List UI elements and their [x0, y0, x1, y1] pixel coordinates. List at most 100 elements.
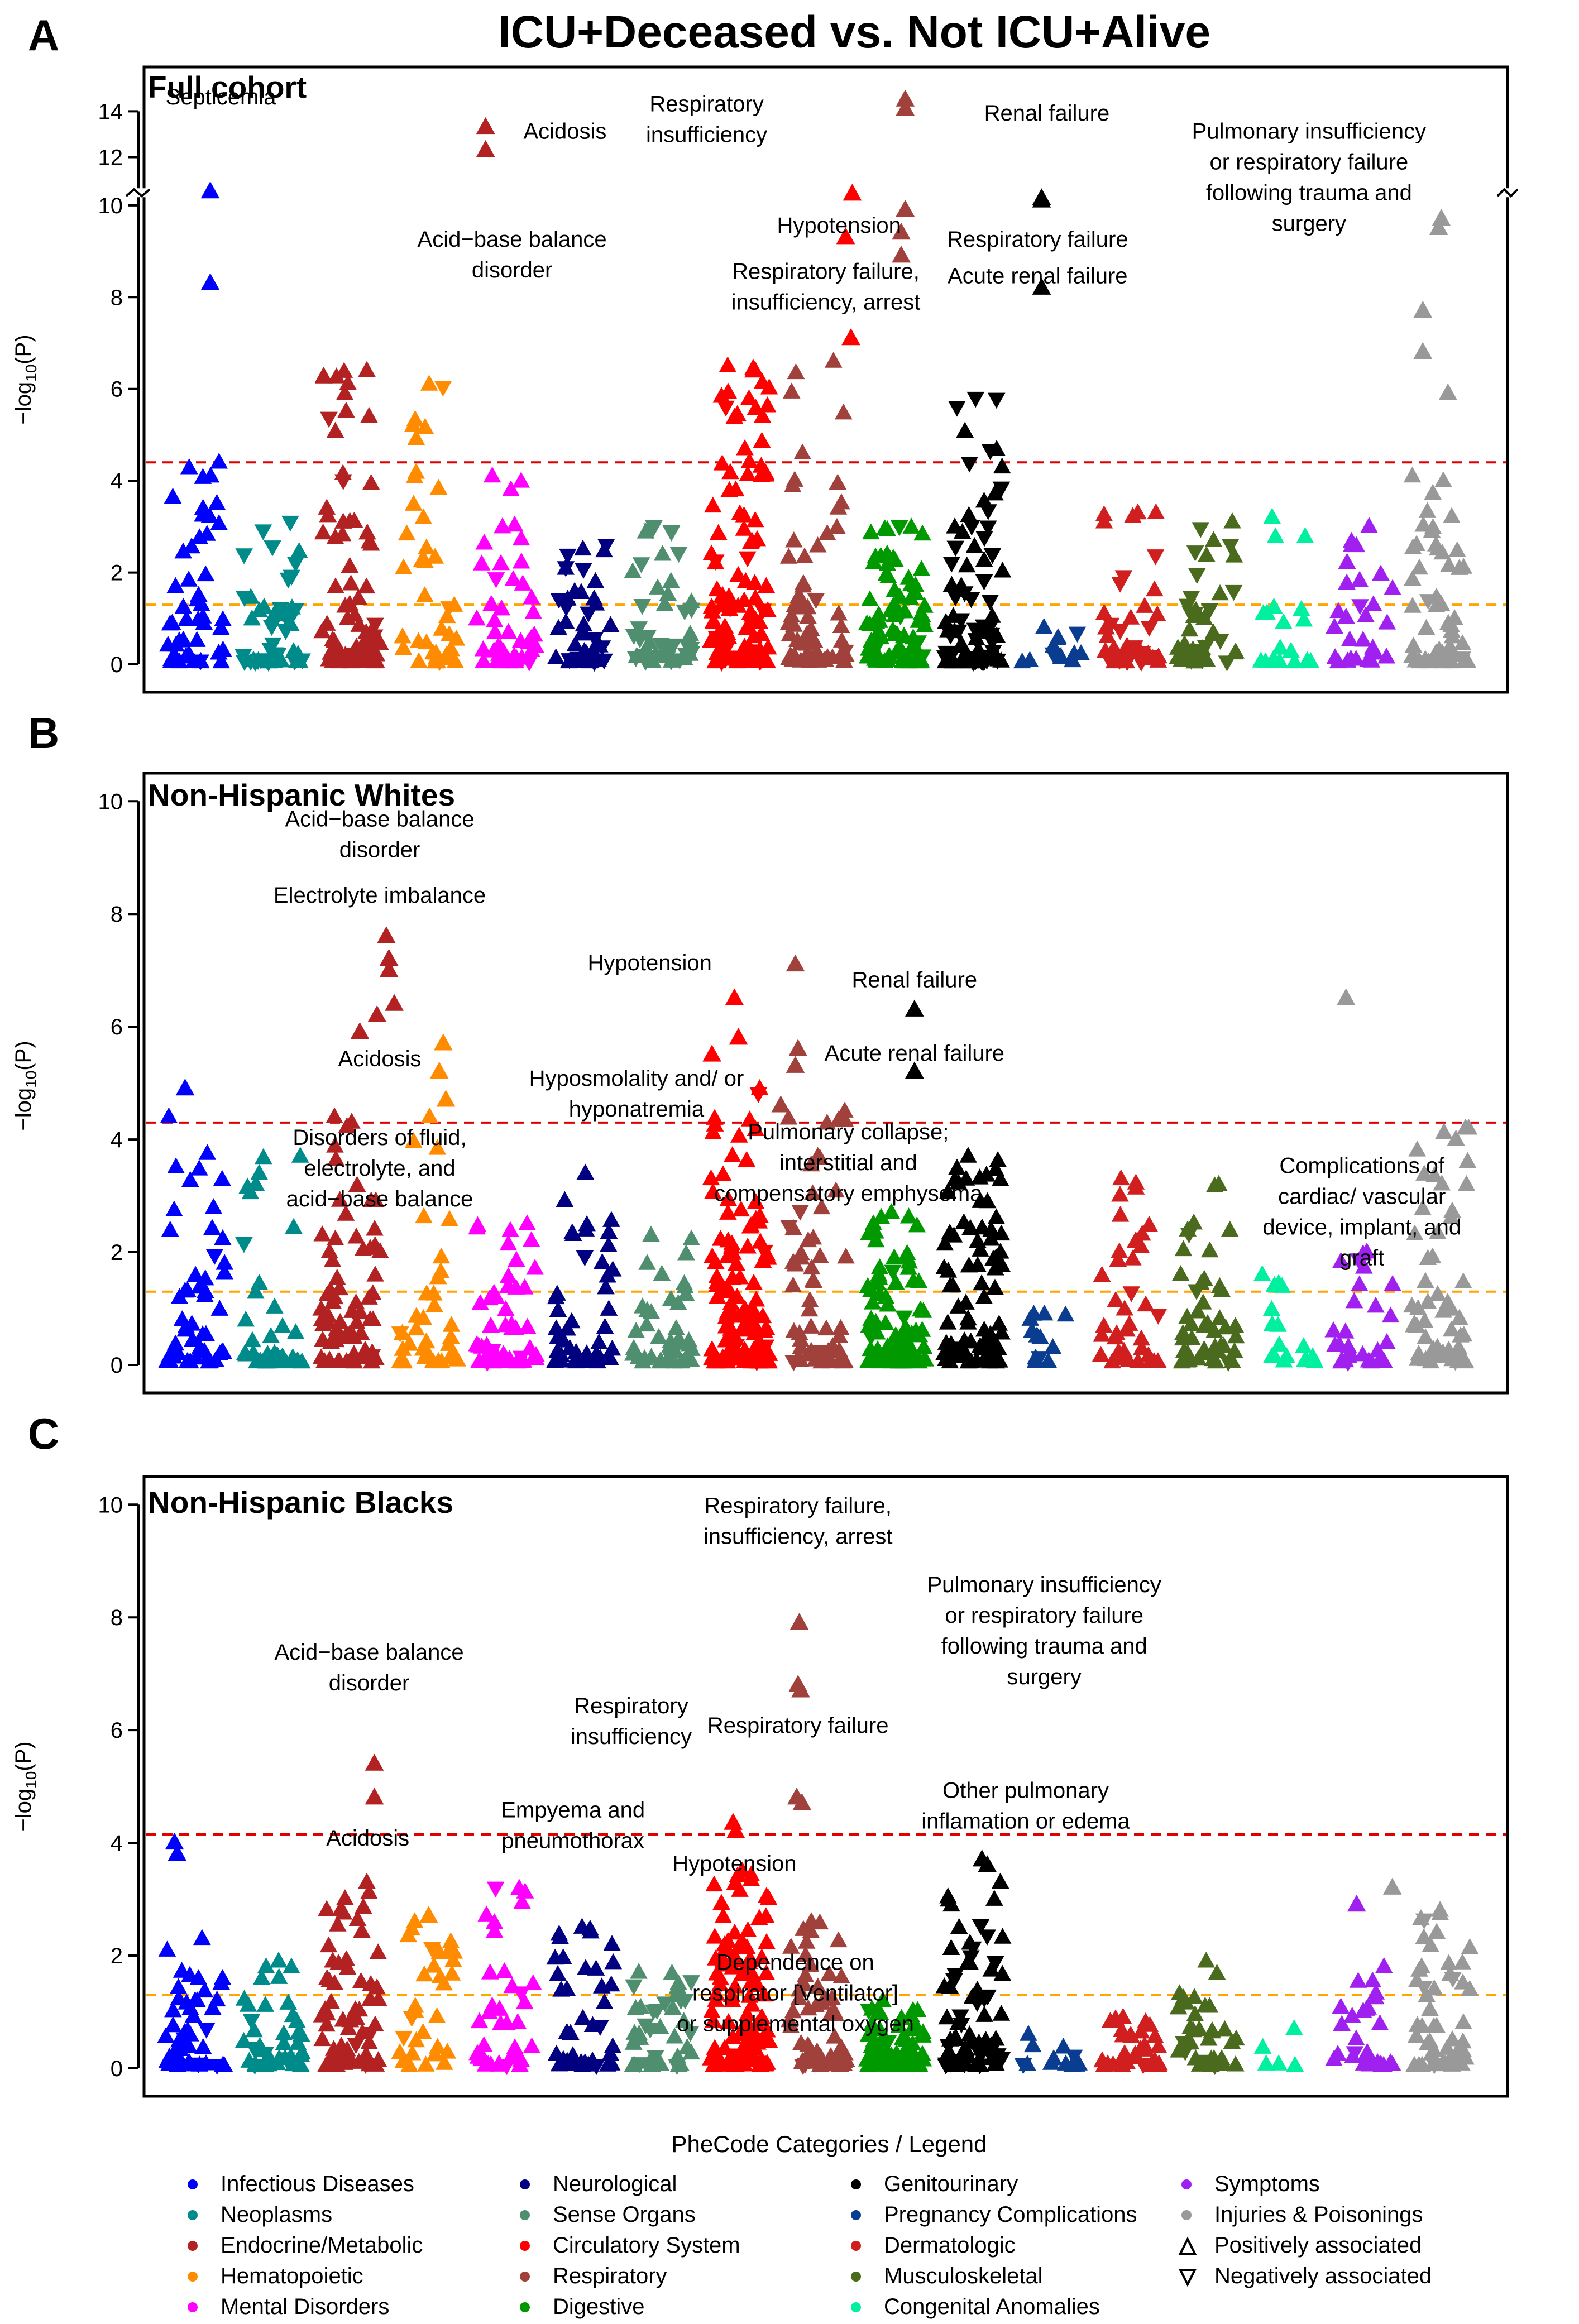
panel-a-y-axis: 0 2 4 6 8 10 12 14 — [98, 99, 1519, 677]
data-point — [549, 1301, 567, 1317]
data-point — [336, 596, 355, 613]
data-point — [1209, 1341, 1227, 1358]
data-point — [740, 452, 759, 468]
data-point — [499, 1234, 518, 1251]
data-point — [706, 554, 725, 571]
data-point — [1421, 2032, 1439, 2048]
top-hit-point — [892, 222, 911, 240]
data-point — [428, 1139, 447, 1155]
data-point — [1431, 1904, 1449, 1920]
data-point — [1351, 599, 1369, 615]
data-point — [758, 1244, 776, 1261]
data-point — [750, 1909, 768, 1925]
data-point — [735, 520, 753, 536]
data-point — [339, 374, 357, 390]
data-point — [885, 1248, 903, 1264]
data-point — [1343, 536, 1361, 552]
data-point — [1430, 640, 1448, 657]
data-point — [744, 358, 762, 375]
data-point — [1444, 646, 1462, 663]
data-point — [404, 1132, 423, 1148]
annotation-label: Acid−base balance disorder — [418, 227, 607, 282]
data-point — [1359, 650, 1377, 667]
data-point — [482, 1316, 500, 1333]
data-point — [1433, 543, 1451, 560]
data-point — [601, 2044, 620, 2061]
data-point — [1403, 466, 1422, 483]
data-point — [964, 1941, 982, 1958]
data-point — [276, 1352, 295, 1369]
top-hit-point — [1413, 342, 1433, 359]
data-point — [1132, 2022, 1150, 2039]
data-point — [400, 1335, 419, 1351]
data-point — [901, 589, 920, 606]
data-point — [967, 629, 985, 645]
data-point — [601, 616, 620, 632]
annotation-label: Renal failure — [984, 101, 1110, 126]
data-point — [1326, 617, 1343, 634]
data-point — [1351, 571, 1369, 587]
data-point — [179, 1352, 197, 1368]
data-point — [992, 651, 1010, 668]
data-point — [992, 1224, 1011, 1241]
data-point — [351, 1303, 370, 1320]
data-point — [583, 644, 601, 661]
data-point — [1118, 1320, 1136, 1337]
data-point — [704, 2011, 722, 2028]
data-point — [363, 620, 382, 636]
data-point — [265, 1297, 284, 1314]
data-point — [212, 619, 230, 635]
data-point — [1403, 647, 1421, 664]
data-point — [326, 1137, 344, 1153]
data-point — [1384, 1275, 1401, 1291]
data-point — [833, 644, 851, 660]
data-point — [1020, 2025, 1037, 2041]
data-point — [677, 1348, 696, 1364]
legend-label: Digestive — [553, 2294, 645, 2319]
data-point — [429, 478, 448, 495]
data-point — [955, 1213, 973, 1229]
data-point — [425, 1957, 443, 1973]
data-point — [1127, 1173, 1145, 1190]
legend-label: Pregnancy Complications — [884, 2202, 1137, 2227]
data-point — [817, 1990, 835, 2006]
data-point — [937, 2058, 955, 2075]
data-point — [829, 499, 848, 515]
data-point — [522, 1231, 540, 1247]
data-point — [1133, 1339, 1151, 1355]
data-point — [391, 2043, 409, 2059]
data-point — [799, 607, 817, 624]
data-point — [707, 2048, 726, 2064]
data-point — [429, 1352, 447, 1369]
data-point — [189, 586, 208, 602]
data-point — [398, 524, 416, 541]
data-point — [1349, 1972, 1367, 1988]
data-point — [802, 1155, 820, 1172]
data-point — [165, 1200, 183, 1217]
data-point — [714, 1907, 733, 1923]
data-point — [991, 1872, 1009, 1889]
data-point — [958, 556, 976, 573]
data-point — [707, 1253, 725, 1269]
data-point — [1414, 515, 1432, 532]
data-point — [675, 649, 693, 665]
data-point — [341, 2048, 359, 2064]
data-point — [326, 1974, 344, 1990]
data-point — [546, 1948, 564, 1965]
data-point — [984, 1249, 1002, 1266]
data-point — [1147, 503, 1165, 519]
legend-label: Sense Organs — [553, 2202, 696, 2227]
data-point — [236, 1344, 254, 1360]
data-point — [1175, 635, 1194, 651]
data-point — [438, 645, 456, 662]
data-point — [993, 1323, 1011, 1340]
data-point — [236, 591, 253, 607]
data-point — [1093, 1326, 1111, 1342]
data-point — [1169, 648, 1187, 664]
data-point — [510, 1879, 528, 1895]
data-point — [1434, 471, 1452, 487]
data-point — [557, 612, 575, 629]
data-point — [1454, 558, 1473, 574]
data-point — [1428, 1285, 1447, 1301]
data-point — [188, 1991, 206, 2007]
